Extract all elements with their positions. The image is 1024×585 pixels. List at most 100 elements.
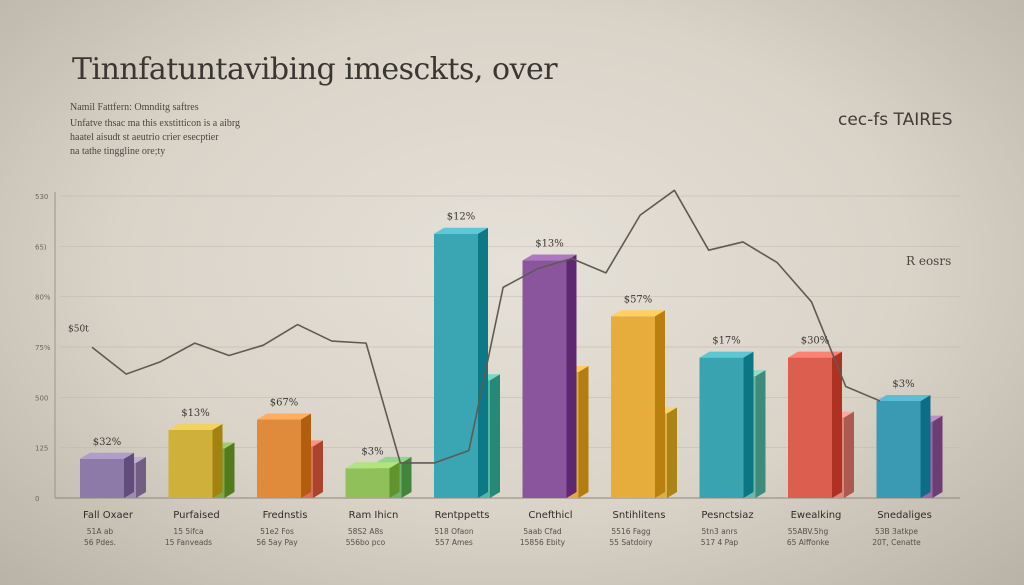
category-sublabel: 5aab Cfad (523, 527, 562, 536)
category-label: Pesnctsiaz (701, 510, 753, 521)
main-bar-side (212, 423, 223, 498)
main-bar-top (168, 423, 223, 430)
bar-value-label: $17% (712, 336, 741, 347)
back-bar-side (136, 456, 146, 498)
back-bar-side (578, 366, 589, 498)
back-bar-side (932, 415, 943, 498)
bar-value-label: $32% (93, 437, 122, 448)
trend-line (91, 189, 881, 464)
y-tick-label: 65) (35, 243, 47, 251)
subtitle-line-1: Namil Fattfern: Omnditg saftres (70, 102, 199, 113)
main-bar (788, 351, 842, 498)
main-bar-front (522, 260, 567, 498)
subtitle-line-3: haatel aisudt st aeutrio crier esecptier (70, 132, 219, 143)
category-label: Frednstis (263, 510, 308, 521)
main-bar (80, 452, 134, 498)
category-sublabel: 65 Alffonke (787, 538, 830, 547)
side-note: R eosrs (906, 254, 952, 268)
y-tick-label: 125 (35, 445, 48, 453)
main-bar (434, 227, 488, 499)
category-sublabel: 51e2 Fos (260, 527, 294, 536)
main-bar (611, 310, 665, 498)
subtitle-line-4: na tathe tinggline ore;ty (70, 146, 166, 157)
category-sublabel: 557 Ames (435, 538, 473, 547)
category-sublabel: 15 Fanveads (165, 538, 212, 547)
main-bar-top (345, 462, 400, 469)
category-label: Cnefthicl (528, 510, 572, 521)
bar-groups (80, 227, 943, 499)
main-bar (699, 351, 754, 498)
category-label: Fall Oxaer (83, 510, 134, 521)
bar-value-label: $67% (270, 398, 299, 409)
main-bar-front (876, 400, 921, 498)
bar-value-label: $12% (447, 212, 476, 223)
main-bar-front (699, 357, 744, 498)
subtitle-line-2: Unfatve thsac ma this exstitticon is a a… (70, 118, 241, 129)
bar-value-label: $30% (801, 336, 830, 347)
main-bar-side (655, 310, 665, 498)
main-bar-front (168, 429, 213, 498)
back-bar-side (667, 407, 677, 498)
category-sublabel: 556bo pco (346, 538, 386, 547)
trend-line-group: $50t (68, 189, 881, 464)
main-bar-top (522, 254, 577, 261)
category-label: Purfaised (173, 510, 219, 521)
y-tick-label: 75% (35, 344, 51, 352)
category-sublabel: 5516 Fagg (611, 527, 650, 536)
category-label: Ewealking (791, 510, 842, 521)
chart-title: Tinnfatuntavibing imesckts, over (72, 52, 558, 87)
main-bar-front (434, 233, 478, 499)
main-bar-top (434, 227, 488, 234)
main-bar-top (699, 351, 754, 358)
back-bar-side (401, 456, 412, 498)
main-bar-top (257, 413, 311, 420)
bar-value-label: $3% (892, 379, 914, 390)
bar-value-label: $13% (535, 239, 564, 250)
category-sublabel: 58S2 A8s (348, 527, 383, 536)
main-bar-side (566, 254, 577, 498)
category-sublabel: 517 4 Pap (701, 538, 739, 547)
category-sublabel: 56 Pdes. (84, 538, 116, 547)
value-labels: $32% $13% $67% $3% $12% $13% $57% $17% $30% $3% (93, 212, 915, 458)
main-bar-side (832, 351, 842, 498)
category-sublabel: 53B 3atkpe (875, 527, 918, 536)
main-bar (168, 423, 223, 498)
main-bar-top (876, 394, 931, 401)
main-bar-front (80, 458, 124, 498)
back-bar-side (844, 411, 854, 498)
y-axis-ticks: 530 65) 80% 75% 500 125 0 (35, 193, 51, 503)
corner-label: cec-fs TAIRES (838, 110, 953, 130)
main-bar-side (124, 452, 134, 498)
main-bar (522, 254, 577, 498)
category-sublabel: 51A ab (87, 527, 114, 536)
main-bar-side (743, 351, 754, 498)
main-bar-front (611, 316, 655, 498)
main-bar-front (788, 357, 832, 498)
category-sublabel: 5tn3 anrs (702, 527, 738, 536)
main-bar-top (80, 452, 134, 459)
main-bar-side (301, 413, 311, 498)
category-sublabel: 15 5ifca (173, 527, 203, 536)
y-tick-label: 0 (35, 495, 39, 503)
y-tick-label: 80% (35, 294, 51, 302)
category-sublabel: 56 5ay Pay (256, 538, 298, 547)
main-bar-front (257, 419, 301, 498)
back-bar-side (313, 440, 323, 498)
main-bar-front (345, 468, 390, 498)
category-sublabel: 55ABV.5hg (788, 527, 829, 536)
back-bar-side (490, 374, 500, 498)
back-bar-top (375, 456, 412, 463)
category-label: Ram Ihicn (349, 510, 399, 521)
category-sublabel: 518 Ofaon (434, 527, 473, 536)
main-bar (345, 462, 400, 498)
main-bar-top (611, 310, 665, 317)
category-label: Sntihlitens (613, 510, 666, 521)
back-bar-side (755, 370, 766, 498)
y-tick-label: 500 (35, 394, 48, 402)
main-bar-top (788, 351, 842, 358)
main-bar (257, 413, 311, 498)
category-sublabel: 15856 Ebity (520, 538, 566, 547)
bar-value-label: $13% (181, 408, 210, 419)
bar-value-label: $57% (624, 294, 653, 305)
